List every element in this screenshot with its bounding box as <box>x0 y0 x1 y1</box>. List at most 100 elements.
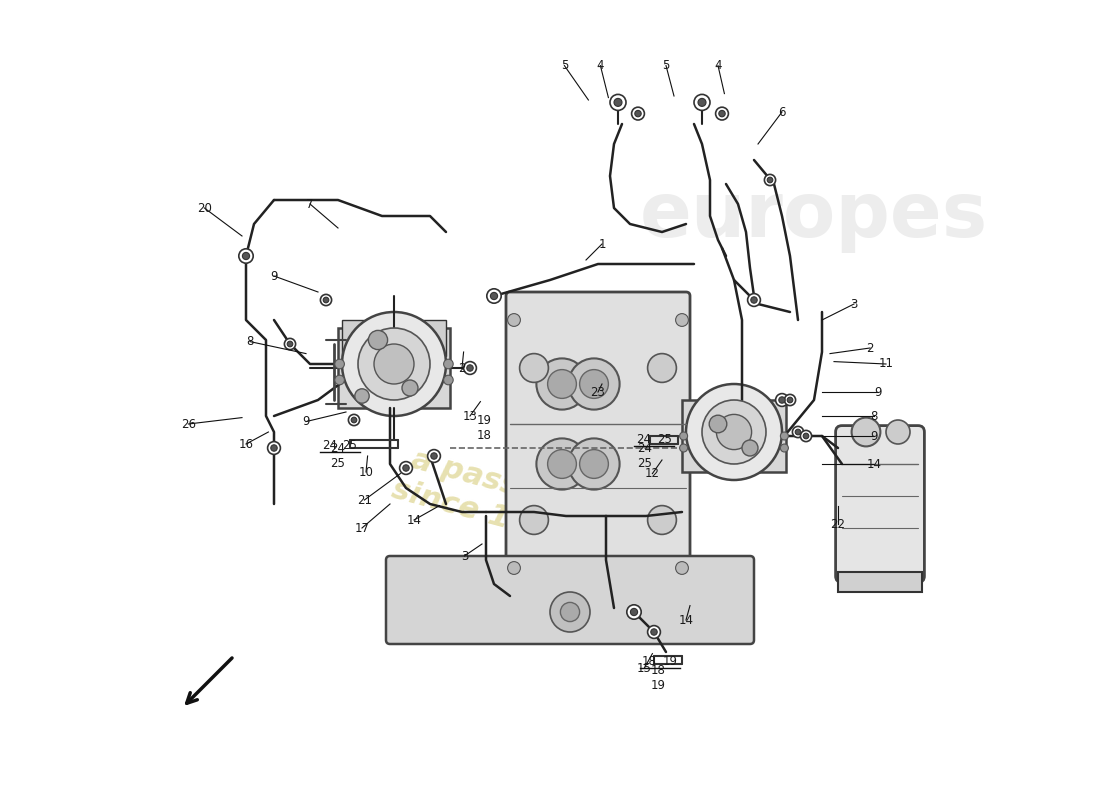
Text: 22: 22 <box>830 518 846 530</box>
Text: 18
19: 18 19 <box>650 664 666 692</box>
Circle shape <box>776 394 789 406</box>
Circle shape <box>792 426 804 438</box>
Text: 8: 8 <box>870 410 878 422</box>
Circle shape <box>779 397 785 403</box>
Text: 16: 16 <box>239 438 253 450</box>
Circle shape <box>580 370 608 398</box>
Circle shape <box>507 562 520 574</box>
Text: 5: 5 <box>561 59 568 72</box>
Text: 3: 3 <box>850 298 858 310</box>
Circle shape <box>537 358 587 410</box>
Circle shape <box>550 592 590 632</box>
Circle shape <box>675 314 689 326</box>
Circle shape <box>680 432 688 440</box>
Circle shape <box>487 289 502 303</box>
Text: 9: 9 <box>870 430 878 442</box>
Circle shape <box>716 107 728 120</box>
Circle shape <box>780 444 789 452</box>
Circle shape <box>239 249 253 263</box>
Circle shape <box>548 370 576 398</box>
Circle shape <box>764 174 776 186</box>
Circle shape <box>491 292 497 300</box>
Circle shape <box>851 418 880 446</box>
Circle shape <box>675 562 689 574</box>
Circle shape <box>610 94 626 110</box>
Text: 14: 14 <box>867 458 881 470</box>
Circle shape <box>519 506 549 534</box>
Text: 10: 10 <box>359 466 373 478</box>
Text: 13: 13 <box>463 410 477 422</box>
Circle shape <box>631 107 645 120</box>
Circle shape <box>614 98 622 106</box>
Text: 14: 14 <box>407 514 421 526</box>
Circle shape <box>686 384 782 480</box>
Circle shape <box>374 344 414 384</box>
Circle shape <box>801 430 812 442</box>
Text: 25: 25 <box>657 433 672 446</box>
Text: 2: 2 <box>867 342 873 354</box>
Circle shape <box>403 465 409 471</box>
Text: 4: 4 <box>714 59 722 72</box>
Bar <box>338 328 450 408</box>
Circle shape <box>803 434 808 438</box>
Text: 25: 25 <box>342 439 358 452</box>
Circle shape <box>355 389 370 403</box>
Circle shape <box>463 362 476 374</box>
Circle shape <box>648 354 676 382</box>
Circle shape <box>627 605 641 619</box>
Text: 15: 15 <box>637 662 652 674</box>
Text: 24: 24 <box>321 439 337 452</box>
Bar <box>342 320 446 356</box>
Text: 26: 26 <box>180 418 196 430</box>
Circle shape <box>569 438 619 490</box>
FancyBboxPatch shape <box>836 426 924 582</box>
Text: 11: 11 <box>879 358 893 370</box>
Circle shape <box>368 330 387 350</box>
Text: 7: 7 <box>306 198 313 210</box>
Circle shape <box>680 444 688 452</box>
Circle shape <box>349 414 360 426</box>
Circle shape <box>560 602 580 622</box>
Bar <box>682 400 786 472</box>
Circle shape <box>285 338 296 350</box>
Circle shape <box>351 418 356 422</box>
FancyBboxPatch shape <box>386 556 754 644</box>
Circle shape <box>507 314 520 326</box>
Text: 5: 5 <box>662 59 670 72</box>
Text: 18: 18 <box>641 655 657 668</box>
Circle shape <box>702 400 766 464</box>
Text: 9: 9 <box>874 386 882 398</box>
Text: 20: 20 <box>197 202 212 214</box>
Circle shape <box>519 354 549 382</box>
Circle shape <box>788 397 793 403</box>
Circle shape <box>648 506 676 534</box>
Text: 21: 21 <box>356 494 372 506</box>
Text: 24
25: 24 25 <box>637 442 652 470</box>
Circle shape <box>358 328 430 400</box>
Circle shape <box>716 414 751 450</box>
Text: 17: 17 <box>354 522 370 534</box>
Circle shape <box>431 453 437 459</box>
Text: 9: 9 <box>271 270 277 282</box>
Circle shape <box>334 375 344 385</box>
Circle shape <box>694 94 710 110</box>
Circle shape <box>886 420 910 444</box>
Circle shape <box>767 178 773 182</box>
Circle shape <box>710 415 727 433</box>
Circle shape <box>751 297 757 303</box>
Circle shape <box>271 445 277 451</box>
Circle shape <box>630 608 638 616</box>
Circle shape <box>443 375 453 385</box>
Circle shape <box>443 359 453 369</box>
Text: 12: 12 <box>645 467 660 480</box>
Text: 19: 19 <box>662 655 678 668</box>
Bar <box>838 572 922 592</box>
Circle shape <box>267 442 280 454</box>
Text: 1: 1 <box>598 238 606 250</box>
Circle shape <box>795 429 801 435</box>
Text: 24
25: 24 25 <box>330 442 345 470</box>
Circle shape <box>334 359 344 369</box>
Circle shape <box>399 462 412 474</box>
Circle shape <box>651 629 657 635</box>
Text: 24: 24 <box>636 433 651 446</box>
